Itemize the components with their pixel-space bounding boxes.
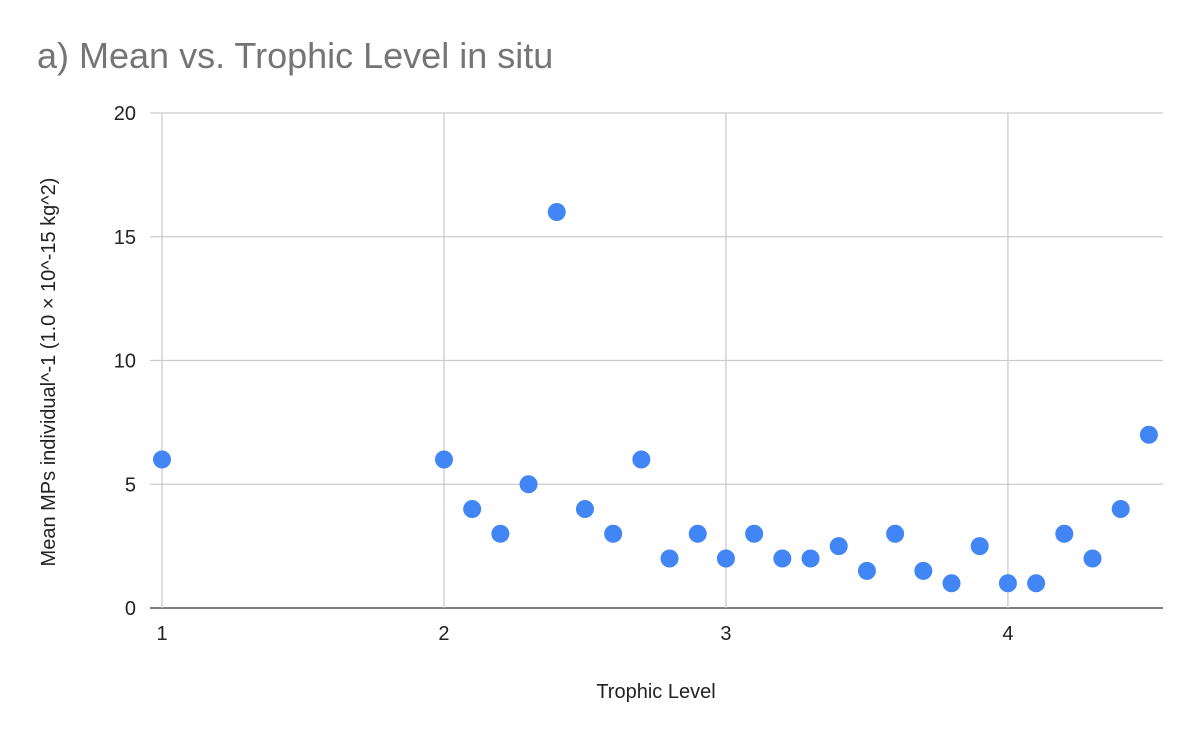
chart-title: a) Mean vs. Trophic Level in situ <box>37 35 553 76</box>
point <box>491 524 510 543</box>
point <box>463 500 482 518</box>
point <box>745 524 764 543</box>
point <box>1083 549 1102 568</box>
y-tick-label: 10 <box>114 351 136 373</box>
point <box>970 537 989 556</box>
point <box>914 561 933 580</box>
x-tick-label: 4 <box>1002 623 1013 645</box>
point <box>1139 425 1158 444</box>
point <box>519 475 538 494</box>
y-axis-label: Mean MPs individual^-1 (1.0 × 10^-15 kg^… <box>38 178 60 567</box>
point <box>857 561 876 580</box>
y-tick-label: 20 <box>114 103 136 125</box>
x-axis-label: Trophic Level <box>596 681 715 703</box>
y-tick-label: 0 <box>125 598 136 620</box>
point <box>688 524 707 543</box>
y-tick-label: 5 <box>125 474 136 496</box>
point <box>547 203 566 221</box>
point <box>632 450 651 469</box>
point <box>660 549 679 568</box>
y-tick-label: 15 <box>114 227 136 249</box>
point <box>801 549 820 568</box>
point <box>153 450 171 469</box>
point <box>773 549 792 568</box>
point <box>942 574 961 593</box>
point <box>998 574 1017 593</box>
point <box>886 524 905 543</box>
x-tick-label: 3 <box>720 623 731 645</box>
point <box>1027 574 1046 593</box>
point <box>575 500 594 518</box>
point <box>1055 524 1074 543</box>
point <box>1111 500 1130 518</box>
point <box>434 450 453 469</box>
x-tick-label: 2 <box>438 623 449 645</box>
point <box>604 524 623 543</box>
x-tick-label: 1 <box>156 623 167 645</box>
point <box>829 537 848 556</box>
point <box>716 549 735 568</box>
